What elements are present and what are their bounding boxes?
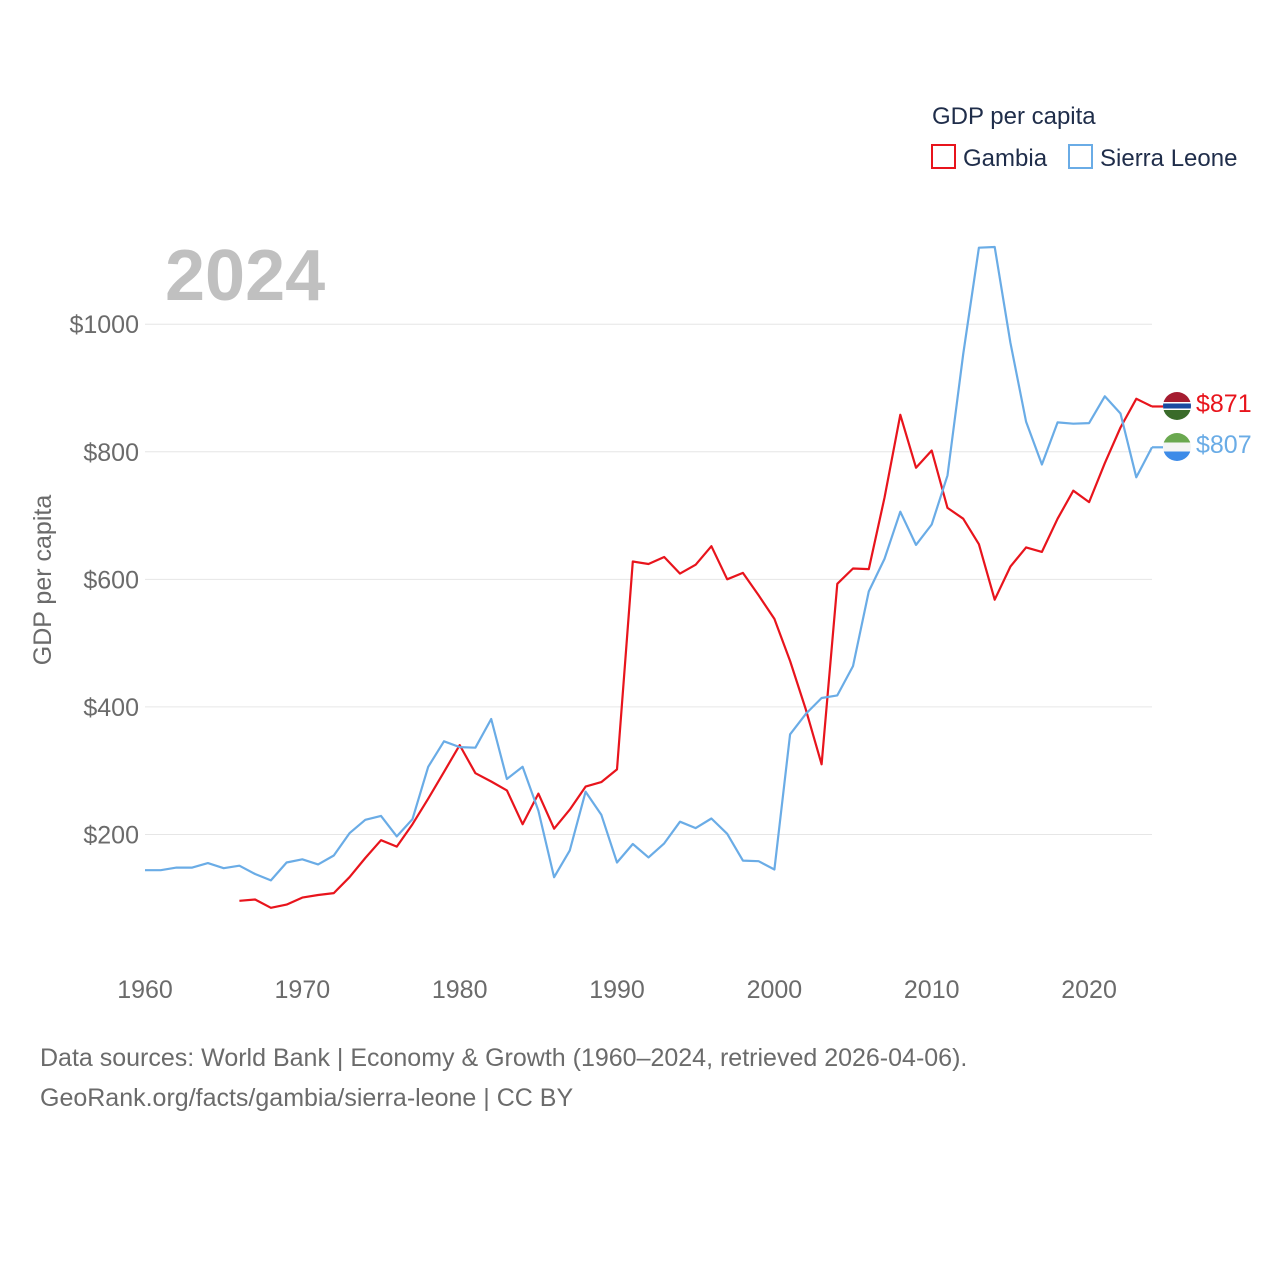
gambia-flag-icon xyxy=(1163,392,1191,420)
sierra-leone-end-value: $807 xyxy=(1196,431,1252,459)
x-tick-label: 1970 xyxy=(275,976,331,1004)
gridlines xyxy=(145,323,1152,835)
legend-swatch-sierra-leone[interactable] xyxy=(1068,144,1093,169)
y-axis-label: GDP per capita xyxy=(29,495,57,666)
x-tick-label: 2020 xyxy=(1061,976,1117,1004)
series-lines xyxy=(145,245,1163,909)
sierra-leone-flag-icon xyxy=(1163,433,1191,461)
y-tick-label: $200 xyxy=(83,821,139,849)
legend-swatch-gambia[interactable] xyxy=(931,144,956,169)
y-tick-label: $400 xyxy=(83,694,139,722)
year-label: 2024 xyxy=(165,236,325,316)
x-tick-label: 1990 xyxy=(589,976,645,1004)
x-tick-label: 2000 xyxy=(747,976,803,1004)
legend: GDP per capita Gambia Sierra Leone xyxy=(931,103,1237,172)
x-tick-label: 2010 xyxy=(904,976,960,1004)
legend-label-gambia[interactable]: Gambia xyxy=(963,145,1048,172)
data-sources-text: Data sources: World Bank | Economy & Gro… xyxy=(40,1044,968,1072)
legend-title: GDP per capita xyxy=(932,103,1096,130)
x-axis-ticks: 1960 1970 1980 1990 2000 2010 2020 xyxy=(117,976,1117,1004)
source-url-text[interactable]: GeoRank.org/facts/gambia/sierra-leone | … xyxy=(40,1084,574,1112)
series-line-gambia[interactable] xyxy=(239,397,1153,909)
gambia-end-value: $871 xyxy=(1196,390,1252,418)
y-tick-label: $600 xyxy=(83,566,139,594)
y-axis-ticks: $200 $400 $600 $800 $1000 xyxy=(69,311,139,849)
legend-label-sierra-leone[interactable]: Sierra Leone xyxy=(1100,145,1237,172)
y-tick-label: $800 xyxy=(83,439,139,467)
y-tick-label: $1000 xyxy=(69,311,139,339)
x-tick-label: 1960 xyxy=(117,976,173,1004)
series-line-sierra-leone[interactable] xyxy=(145,245,1153,882)
x-tick-label: 1980 xyxy=(432,976,488,1004)
